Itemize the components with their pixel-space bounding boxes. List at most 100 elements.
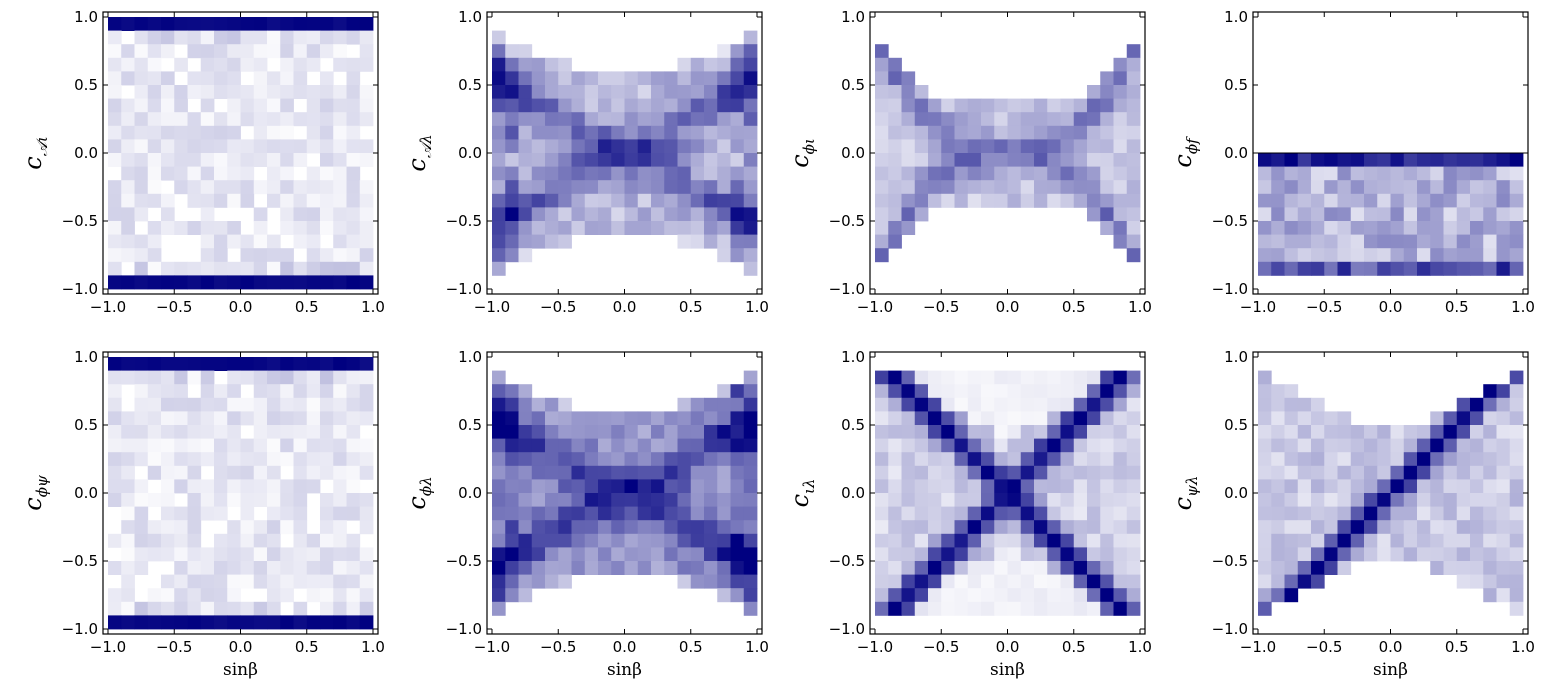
heatmap-cell [161,574,175,589]
heatmap-cell [492,139,506,154]
y-tick-label: 0.0 [1224,484,1248,502]
heatmap-cell [1430,493,1444,507]
heatmap-cell [359,180,374,195]
heatmap-cell [134,520,149,535]
heatmap-cell [333,357,347,371]
heatmap-cell [1087,547,1101,562]
heatmap-cell [147,601,162,616]
heatmap-cell [677,98,692,113]
heatmap-cell [121,71,135,86]
heatmap-cell [584,438,599,453]
heatmap-cell [730,57,745,72]
heatmap-cell [1113,166,1128,181]
heatmap-cell [981,193,995,208]
heatmap-cell [888,370,902,385]
heatmap-cell [1113,574,1128,589]
heatmap-cell [174,479,188,494]
heatmap-cell [505,547,519,562]
heatmap-cell [293,207,308,222]
heatmap-cell [743,561,758,575]
heatmap-cell [134,615,149,630]
heatmap-cell [571,425,586,439]
heatmap-cell [928,574,942,589]
heatmap-cell [280,44,294,59]
heatmap-cell [531,71,546,86]
heatmap-cell [1390,248,1405,263]
heatmap-cell [941,370,955,385]
heatmap-cell [1047,438,1061,453]
heatmap-cell [214,17,228,31]
heatmap-cell [571,465,586,480]
heatmap-cell [954,452,969,467]
heatmap-cell [293,30,308,45]
heatmap-cell [1390,261,1405,276]
heatmap-cell [1087,520,1101,535]
heatmap-cell [1350,479,1365,494]
heatmap-cell [346,98,361,113]
heatmap-cell [227,615,241,630]
heatmap-cell [981,384,995,399]
heatmap-cell [1430,561,1444,575]
heatmap-cell [293,506,308,521]
heatmap-cell [928,180,942,195]
heatmap-cell [320,533,334,548]
heatmap-cell [346,411,361,426]
heatmap-cell [108,438,122,453]
heatmap-cell [1417,493,1431,507]
heatmap-cell [1073,574,1088,589]
heatmap-cell [875,112,889,127]
heatmap-cell [717,574,731,589]
heatmap-cell [1020,370,1035,385]
heatmap-cell [967,166,982,181]
heatmap-cell [1113,397,1128,412]
heatmap-cell [531,221,546,235]
y-tick-label: 1.0 [458,8,482,26]
heatmap-cell [1324,411,1338,426]
heatmap-cell [1390,153,1405,167]
heatmap-cell [994,193,1008,208]
x-axis-label: sinβ [223,660,258,680]
heatmap-cell [1034,166,1048,181]
heatmap-cell [214,139,228,154]
heatmap-cell [121,425,135,439]
heatmap-cell [320,561,334,575]
heatmap-cell [1417,153,1431,167]
heatmap-cell [571,493,586,507]
heatmap-cell [584,506,599,521]
heatmap-cell [611,193,625,208]
heatmap-cell [306,193,321,208]
heatmap-cell [267,384,281,399]
heatmap-cell [717,125,731,140]
heatmap-cell [1377,261,1391,276]
heatmap-cell [1324,547,1338,562]
heatmap-cell [1034,506,1048,521]
heatmap-cell [994,112,1008,127]
heatmap-cell [743,533,758,548]
heatmap-cell [1509,221,1524,235]
heatmap-cell [545,98,559,113]
heatmap-cell [1073,193,1088,208]
heatmap-cell [108,125,122,140]
heatmap-cell [1443,248,1458,263]
heatmap-cell [531,234,546,249]
heatmap-cell [1007,153,1022,167]
heatmap-cell [1113,533,1128,548]
heatmap-cell [1100,520,1114,535]
heatmap-cell [1337,153,1352,167]
heatmap-cell [267,166,281,181]
heatmap-cell [558,85,572,99]
heatmap-cell [1377,207,1391,222]
heatmap-cell [359,384,374,399]
heatmap-cell [1258,425,1272,439]
heatmap-cell [134,44,149,59]
heatmap-cell [981,493,995,507]
heatmap-cell [280,479,294,494]
heatmap-cell [624,85,639,99]
heatmap-cell [981,411,995,426]
heatmap-cell [664,71,678,86]
heatmap-cell [1020,452,1035,467]
heatmap-cell [1496,574,1511,589]
heatmap-cell [954,397,969,412]
y-tick-label: −0.5 [446,552,482,570]
y-tick-label: 0.0 [841,484,865,502]
